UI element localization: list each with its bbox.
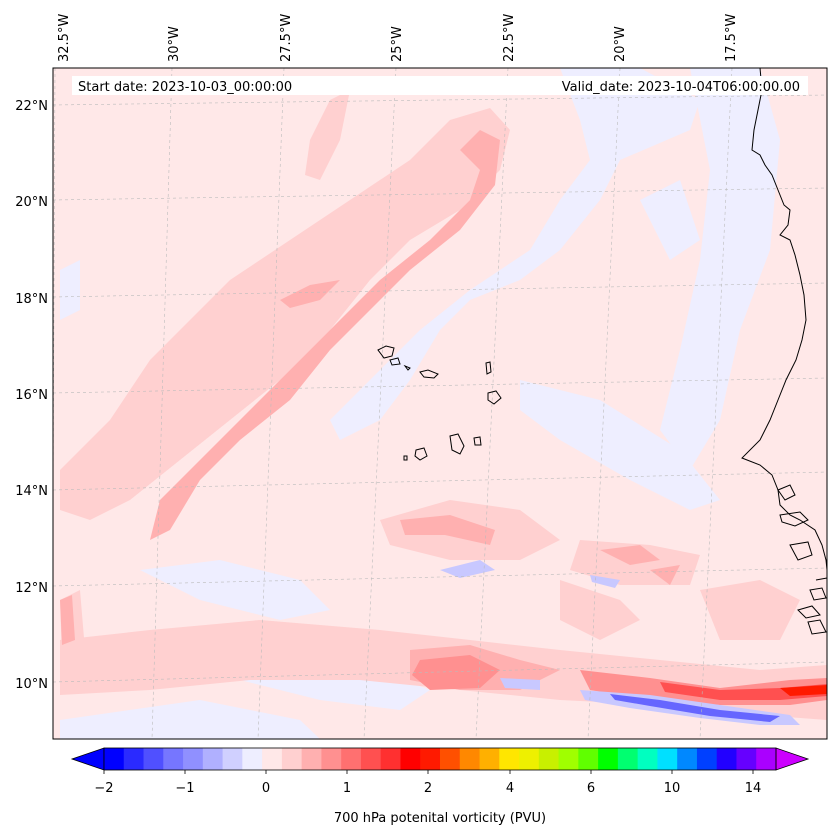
colorbar-cell — [222, 748, 243, 770]
colorbar-cell — [459, 748, 481, 770]
colorbar-over-arrow — [775, 747, 810, 771]
date-header-box — [72, 76, 808, 95]
lon-label: 17.5°W — [724, 14, 739, 62]
colorbar-cell — [499, 748, 520, 770]
colorbar-cell — [716, 748, 738, 770]
colorbar-tick-labels: −2 −1 0 1 2 4 6 10 14 — [94, 781, 761, 796]
colorbar-cell — [440, 748, 461, 770]
start-date-label: Start date: 2023-10-03_00:00:00 — [78, 80, 292, 95]
colorbar-cell — [637, 748, 659, 770]
latitude-labels: 22°N 20°N 18°N 16°N 14°N 12°N 10°N — [15, 99, 48, 692]
colorbar-tick-label: 4 — [506, 781, 514, 796]
african-coastline — [741, 68, 827, 635]
colorbar-cell — [696, 748, 718, 770]
colorbar: −2 −1 0 1 2 4 6 10 14 700 hPa potenital … — [70, 747, 810, 826]
colorbar-tick-label: 0 — [262, 781, 270, 796]
colorbar-cell — [519, 748, 540, 770]
colorbar-cell — [242, 748, 263, 770]
colorbar-cell — [617, 748, 639, 770]
colorbar-cell — [756, 748, 777, 770]
colorbar-cells — [104, 748, 777, 770]
colorbar-cell — [123, 748, 145, 770]
lat-label: 12°N — [15, 581, 48, 596]
colorbar-cell — [341, 748, 362, 770]
lon-label: 27.5°W — [279, 14, 294, 62]
colorbar-cell — [677, 748, 698, 770]
valid-date-label: Valid_date: 2023-10-04T06:00:00.00 — [562, 80, 800, 95]
colorbar-under-arrow — [70, 747, 105, 771]
colorbar-tick-label: 2 — [424, 781, 432, 796]
colorbar-cell — [301, 748, 323, 770]
colorbar-cell — [598, 748, 619, 770]
colorbar-cell — [736, 748, 757, 770]
negative-pv-band — [440, 560, 800, 725]
colorbar-cell — [657, 748, 678, 770]
colorbar-cell — [400, 748, 421, 770]
colorbar-cell — [104, 748, 125, 770]
lat-label: 14°N — [15, 484, 48, 499]
colorbar-title: 700 hPa potenital vorticity (PVU) — [334, 811, 546, 826]
lon-label: 25°W — [390, 26, 405, 62]
colorbar-cell — [578, 748, 599, 770]
colorbar-cell — [262, 748, 283, 770]
colorbar-tick-label: 1 — [343, 781, 351, 796]
colorbar-cell — [281, 748, 303, 770]
colorbar-cell — [202, 748, 224, 770]
colorbar-cell — [538, 748, 560, 770]
lat-label: 20°N — [15, 195, 48, 210]
colorbar-cell — [360, 748, 382, 770]
colorbar-tick-label: 6 — [587, 781, 595, 796]
longitude-labels: 32.5°W 30°W 27.5°W 25°W 22.5°W 20°W 17.5… — [57, 14, 739, 62]
cape-verde-islands — [377, 345, 502, 461]
negative-pv-areas — [60, 68, 780, 739]
colorbar-tick-label: −1 — [175, 781, 194, 796]
colorbar-cell — [163, 748, 184, 770]
map-frame — [52, 67, 828, 740]
colorbar-tick-label: 14 — [745, 781, 762, 796]
lat-label: 10°N — [15, 677, 48, 692]
graticule — [53, 68, 827, 739]
lon-label: 20°W — [613, 26, 628, 62]
colorbar-cell — [420, 748, 441, 770]
lat-label: 16°N — [15, 388, 48, 403]
colorbar-outline — [103, 747, 777, 771]
colorbar-tick-label: 10 — [664, 781, 681, 796]
colorbar-ticks — [103, 770, 754, 774]
lat-label: 18°N — [15, 292, 48, 307]
map-panel — [53, 68, 827, 739]
colorbar-cell — [321, 748, 342, 770]
colorbar-cell — [479, 748, 500, 770]
colorbar-tick-label: −2 — [94, 781, 113, 796]
lon-label: 32.5°W — [57, 14, 72, 62]
colorbar-cell — [558, 748, 579, 770]
colorbar-cell — [183, 748, 204, 770]
colorbar-cell — [380, 748, 402, 770]
lon-label: 30°W — [167, 26, 182, 62]
lat-label: 22°N — [15, 99, 48, 114]
lon-label: 22.5°W — [502, 14, 517, 62]
colorbar-cell — [143, 748, 164, 770]
